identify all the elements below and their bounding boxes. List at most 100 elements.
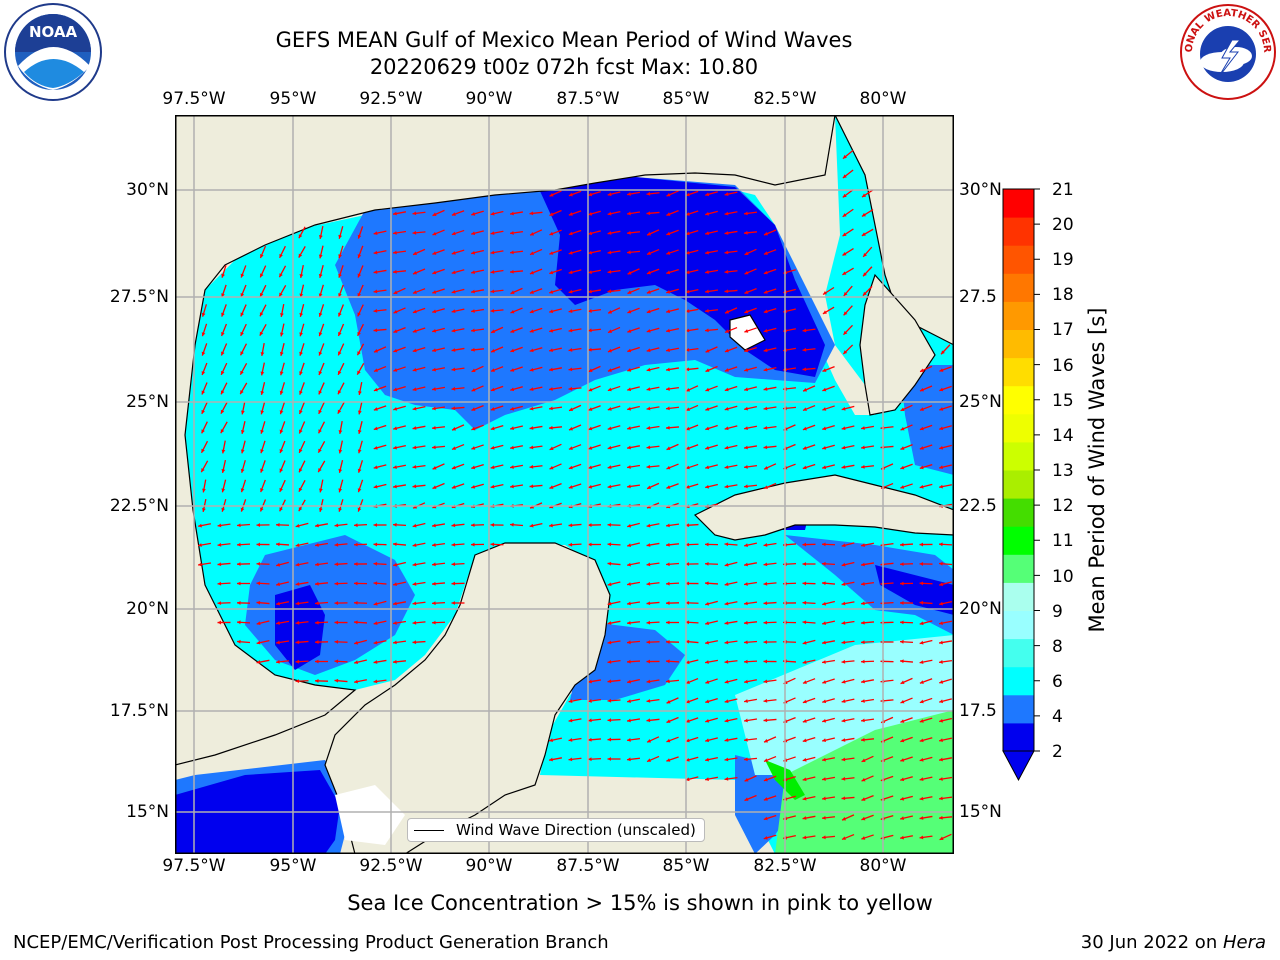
- wave-arrow-head: [298, 468, 303, 473]
- wave-arrow-head: [490, 348, 495, 353]
- wave-arrow-head: [764, 738, 769, 743]
- wave-arrow-head: [863, 272, 867, 277]
- wave-arrow-head: [568, 718, 573, 723]
- wave-arrow-head: [724, 289, 729, 294]
- wave-arrow-head: [861, 836, 866, 840]
- land-masses: [175, 115, 954, 854]
- wave-arrow-head: [354, 600, 358, 605]
- colorbar-label: 2: [1052, 742, 1063, 762]
- colorbar-segment: [1003, 441, 1034, 471]
- wave-arrow-head: [842, 174, 847, 179]
- wave-arrow-head: [919, 738, 924, 743]
- wave-arrow-head: [217, 542, 222, 547]
- wave-arrow-head: [357, 449, 362, 454]
- wave-arrow-head: [510, 522, 514, 527]
- wave-arrow-head: [763, 309, 768, 314]
- wave-arrow-head: [471, 309, 475, 313]
- wave-arrow-head: [471, 270, 475, 274]
- wave-arrow-head: [900, 816, 905, 821]
- wave-arrow-head: [451, 309, 456, 314]
- wave-arrow-head: [318, 351, 323, 356]
- wave-arrow-head: [705, 660, 709, 664]
- wave-arrow-head: [724, 542, 729, 547]
- wave-arrow-head: [724, 348, 729, 353]
- wave-arrow-head: [705, 561, 709, 566]
- wave-arrow-head: [842, 193, 847, 198]
- wave-arrow-head: [315, 620, 319, 625]
- wave-arrow-head: [549, 309, 554, 314]
- wave-arrow-head: [588, 347, 592, 352]
- wave-arrow-head: [724, 776, 729, 781]
- wave-arrow-head: [724, 211, 729, 216]
- wave-arrow-head: [822, 407, 827, 411]
- wave-arrow-head: [432, 620, 436, 625]
- wave-arrow-head: [393, 309, 398, 314]
- wave-arrow-head: [451, 406, 456, 411]
- wave-arrow-head: [471, 446, 476, 450]
- wave-arrow-head: [412, 348, 417, 353]
- wave-arrow-head: [744, 640, 748, 645]
- colorbar-label: 12: [1052, 496, 1074, 516]
- wave-arrow-head: [588, 407, 593, 411]
- wave-arrow-head: [802, 465, 807, 470]
- wave-arrow-head: [529, 445, 534, 450]
- lon-label-top: 85°W: [662, 89, 710, 109]
- wave-arrow-head: [259, 331, 264, 336]
- wave-arrow-head: [607, 621, 612, 625]
- wave-arrow-head: [802, 738, 807, 743]
- wave-arrow-head: [549, 446, 554, 450]
- wave-arrow-head: [510, 309, 515, 314]
- wave-arrow-head: [724, 465, 729, 469]
- wave-arrow-head: [763, 251, 768, 255]
- wave-arrow-head: [373, 289, 378, 294]
- wave-arrow-head: [686, 387, 691, 392]
- wave-arrow-head: [256, 600, 261, 605]
- wave-arrow-head: [685, 426, 690, 431]
- wave-arrow-head: [724, 679, 729, 684]
- wave-arrow-head: [490, 484, 495, 489]
- wave-arrow-head: [451, 601, 456, 605]
- wave-arrow-head: [549, 387, 553, 391]
- wave-arrow-head: [432, 425, 436, 430]
- wave-arrow-head: [724, 484, 729, 489]
- wave-arrow-head: [862, 291, 867, 296]
- wave-arrow-head: [861, 659, 865, 664]
- wave-arrow-head: [240, 273, 245, 278]
- wave-arrow-head: [627, 582, 631, 586]
- wave-arrow-head: [627, 679, 631, 684]
- wave-arrow-head: [744, 290, 749, 294]
- wave-arrow-head: [393, 621, 397, 625]
- lat-label-left: 15°N: [126, 802, 169, 822]
- wave-arrow-head: [939, 426, 944, 431]
- wave-arrow-head: [607, 465, 612, 470]
- wave-arrow-head: [299, 332, 304, 337]
- wave-arrow-head: [861, 679, 865, 684]
- wave-arrow-head: [354, 562, 358, 566]
- wave-arrow-head: [685, 328, 690, 333]
- wave-arrow-head: [357, 488, 362, 493]
- wave-arrow-head: [646, 367, 651, 372]
- wave-arrow-head: [318, 332, 323, 337]
- wave-arrow-head: [318, 448, 322, 453]
- wave-arrow-head: [201, 351, 206, 356]
- wave-arrow-head: [744, 387, 749, 392]
- wave-arrow-head: [373, 679, 378, 684]
- wave-arrow-head: [529, 348, 534, 353]
- wave-arrow-head: [919, 407, 924, 411]
- wave-arrow-head: [490, 368, 495, 372]
- wave-arrow-head: [260, 352, 265, 356]
- wave-arrow-head: [256, 581, 261, 586]
- wave-arrow-head: [685, 523, 690, 528]
- wave-arrow-head: [744, 348, 749, 353]
- wave-arrow-head: [842, 154, 847, 159]
- wave-arrow-head: [900, 426, 905, 431]
- wave-arrow-head: [588, 718, 592, 723]
- wave-arrow-head: [471, 368, 476, 372]
- wave-arrow-head: [412, 367, 417, 372]
- wave-arrow-head: [299, 312, 304, 317]
- wave-arrow-head: [802, 699, 807, 704]
- wave-arrow-head: [588, 289, 592, 294]
- wave-arrow-head: [939, 582, 944, 587]
- wave-arrow-head: [221, 469, 226, 473]
- wave-arrow-head: [607, 269, 612, 274]
